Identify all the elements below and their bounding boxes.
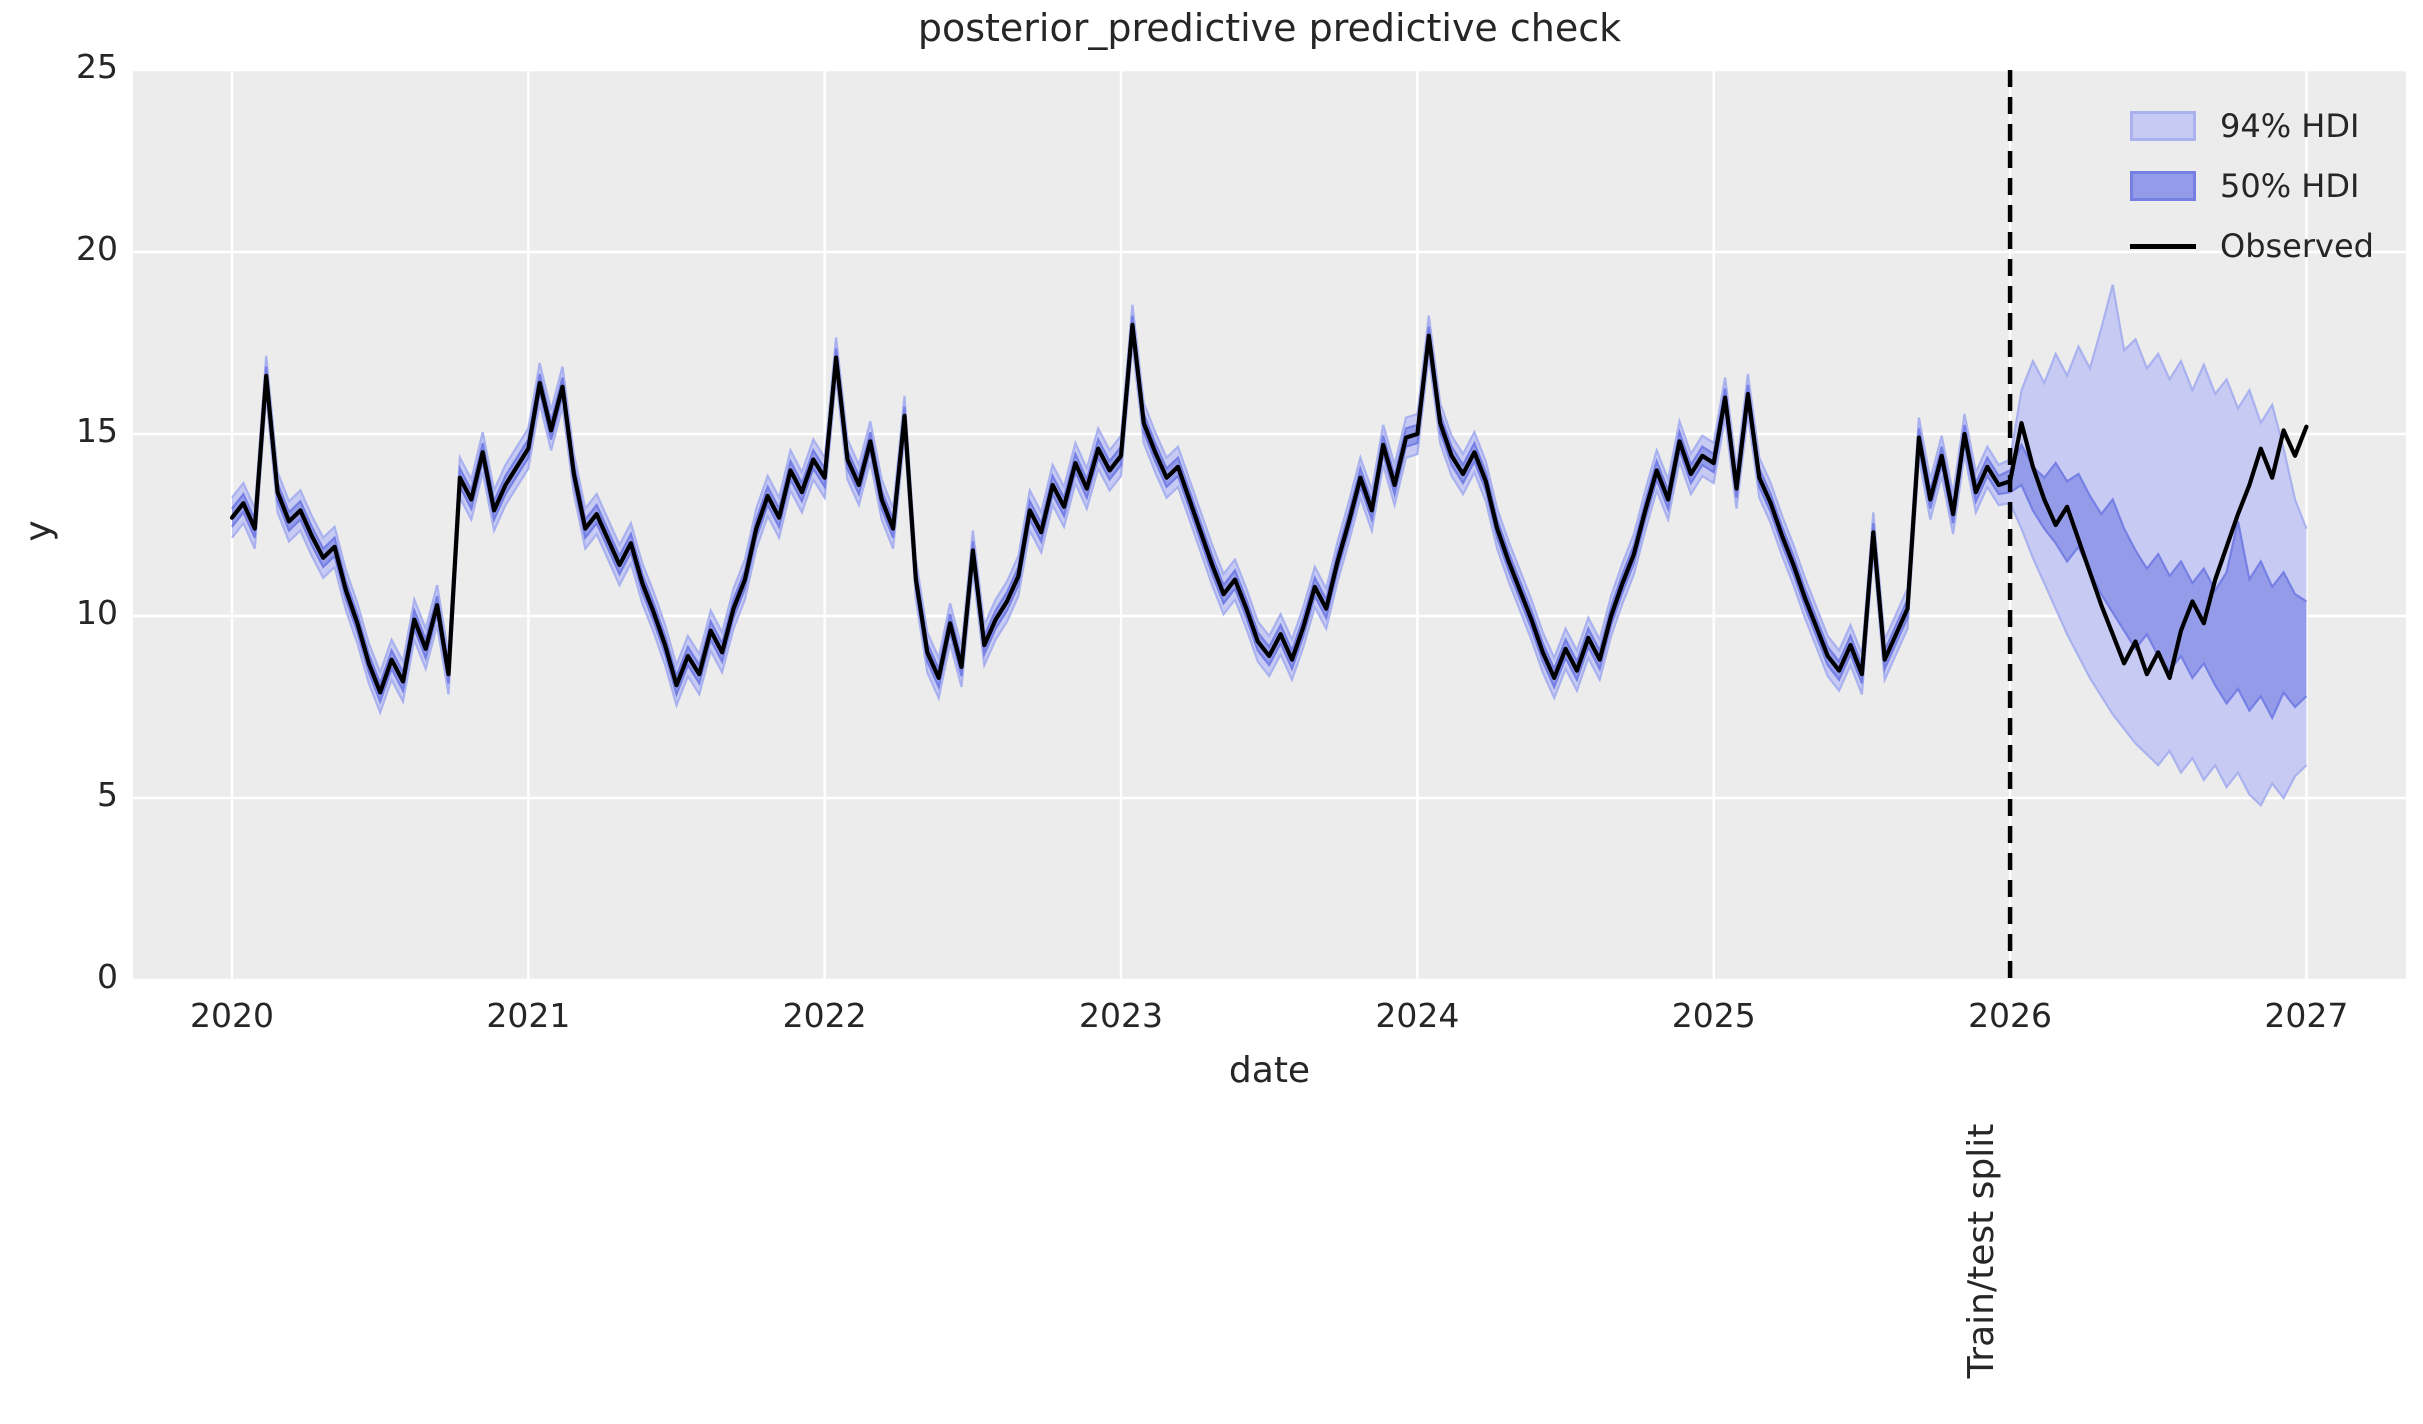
legend-item-hdi50: 50% HDI: [2130, 164, 2374, 208]
legend-item-hdi94: 94% HDI: [2130, 104, 2374, 148]
x-tick-label: 2020: [189, 996, 274, 1035]
chart-title: posterior_predictive predictive check: [917, 6, 1622, 50]
y-tick-label: 25: [76, 47, 118, 86]
x-tick-label: 2024: [1375, 996, 1460, 1035]
legend-label: Observed: [2220, 227, 2374, 265]
x-tick-label: 2023: [1079, 996, 1163, 1035]
hdi94-swatch: [2130, 111, 2196, 141]
y-tick-label: 0: [97, 957, 118, 996]
x-axis-label: date: [1228, 1050, 1311, 1091]
y-tick-label: 20: [76, 229, 118, 268]
x-tick-label: 2021: [486, 996, 571, 1035]
y-tick-label: 10: [76, 593, 118, 632]
x-tick-label: 2027: [2264, 996, 2349, 1035]
legend-item-observed: Observed: [2130, 224, 2374, 268]
y-tick-label: 5: [97, 775, 118, 814]
train-test-split-label: Train/test split: [1961, 1123, 2002, 1379]
y-tick-label: 15: [76, 411, 118, 450]
x-tick-label: 2026: [1968, 996, 2053, 1035]
observed-line-swatch: [2130, 243, 2196, 249]
hdi-94-lower-edge: [231, 344, 2308, 808]
observed-line: [229, 322, 2309, 695]
hdi-94-upper-edge: [231, 284, 2308, 676]
hdi50-swatch: [2130, 171, 2196, 201]
x-tick-label: 2025: [1671, 996, 1756, 1035]
legend-label: 50% HDI: [2220, 167, 2360, 205]
legend: 94% HDI 50% HDI Observed: [2130, 104, 2374, 268]
legend-label: 94% HDI: [2220, 107, 2360, 145]
x-tick-label: 2022: [782, 996, 867, 1035]
